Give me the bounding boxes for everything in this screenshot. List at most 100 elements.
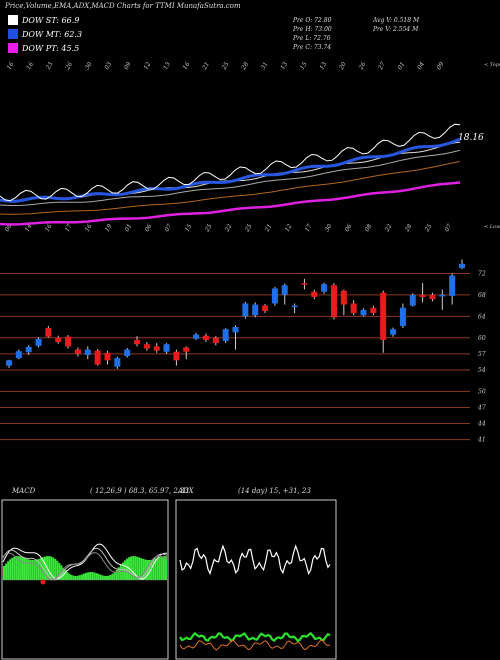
macd-histogram-bar (54, 558, 57, 580)
macd-panel (1, 499, 169, 660)
legend-label-st: DOW ST: 66.9 (22, 15, 80, 25)
macd-histogram-bar (58, 562, 61, 580)
legend-label-pt: DOW PT: 45.5 (22, 43, 80, 53)
macd-histogram-bar (31, 559, 34, 580)
bottom-date-label: 19 (104, 223, 114, 233)
macd-signal-line (2, 547, 168, 581)
macd-histogram-bar (158, 556, 161, 580)
macd-histogram-bar (113, 571, 116, 580)
macd-histogram-bar (111, 573, 114, 580)
macd-histogram-bar (74, 575, 77, 580)
macd-histogram-bar (80, 574, 83, 580)
macd-histogram-bar (25, 558, 28, 580)
bottom-date-label: 06 (144, 223, 154, 233)
adx-frame (175, 499, 337, 660)
candle-body (153, 346, 160, 351)
bottom-date-label: 08 (4, 223, 14, 233)
ema-gray-line (0, 149, 461, 206)
bottom-date-label: 07 (444, 223, 454, 233)
price-panel: 72 68 64 60 57 54 50 47 44 41 (0, 259, 486, 444)
macd-histogram-bar (105, 575, 108, 580)
macd-histogram-bar (27, 559, 30, 580)
macd-histogram-bar (101, 575, 104, 580)
adx-params: (14 day) 15, +31, 23 (238, 487, 311, 495)
macd-histogram-bar (48, 556, 51, 580)
macd-histogram-bar (64, 570, 67, 580)
ema-panel: 16 16 23 26 30 03 09 12 13 16 21 25 28 31 13 15 13 20 26 27… (0, 61, 500, 234)
top-date-label: 28 (240, 61, 250, 72)
candle-body (459, 263, 465, 269)
candle-body (104, 352, 111, 361)
candle-body (390, 329, 397, 335)
legend-swatch-st (8, 15, 18, 25)
top-date-label: 23 (44, 61, 54, 72)
macd-histogram-bar (66, 572, 69, 580)
macd-histogram-bar (132, 556, 135, 580)
candle-body (94, 350, 101, 365)
candle-body (330, 285, 337, 318)
adx-panel (175, 499, 337, 660)
bottom-date-label: 16 (44, 223, 54, 233)
adx-plus-di-line (179, 631, 331, 643)
macd-histogram-bar (87, 572, 90, 580)
tops-label: < Tops (484, 62, 500, 68)
macd-histogram-bar (150, 559, 153, 580)
candle-body (262, 305, 269, 311)
top-date-label: 13 (162, 61, 172, 71)
bottom-date-label: 25 (243, 223, 253, 234)
candle-body (232, 327, 239, 333)
price-tick-label: 47 (477, 404, 486, 411)
candle-body (399, 307, 406, 326)
macd-histogram-bar (33, 559, 36, 580)
macd-histogram-bar (68, 573, 71, 580)
bottom-date-label: 16 (84, 223, 94, 233)
macd-histogram-bar (21, 557, 24, 580)
candle-body (183, 347, 190, 352)
top-date-label: 13 (318, 61, 328, 71)
macd-histogram-bar (136, 556, 139, 580)
top-date-label: 16 (6, 61, 16, 71)
candle-body (340, 290, 347, 305)
price-tick-label: 60 (478, 335, 486, 342)
legend-label-mt: DOW MT: 62.3 (22, 29, 83, 39)
macd-histogram-bar (126, 558, 128, 580)
candle-body (114, 358, 121, 367)
candle-body (84, 349, 91, 355)
bottom-date-label: 17 (64, 223, 74, 233)
price-line (0, 123, 461, 202)
macd-histogram-bar (134, 556, 137, 580)
macd-histogram-bar (3, 566, 5, 580)
candle-body (409, 294, 416, 306)
stat-open: Pre O: 72.80 (293, 17, 332, 24)
macd-histogram-bar (7, 561, 10, 580)
legend-dow-st: DOW ST: 66.9 (8, 15, 79, 25)
candle-body (370, 307, 377, 314)
macd-histogram-bar (72, 575, 75, 580)
top-date-label: 26 (357, 61, 367, 72)
top-date-label: 04 (416, 61, 426, 71)
bottom-date-label: 28 (403, 223, 413, 234)
macd-histogram-bar (107, 575, 110, 580)
ema-brown-line (0, 161, 461, 215)
candle-body (163, 344, 170, 352)
top-date-label: 12 (142, 61, 152, 71)
candle-body (271, 288, 278, 304)
macd-histogram-bar (78, 575, 81, 580)
bottom-date-label: 07 (164, 223, 174, 233)
chart-title: Price,Volume,EMA,ADX,MACD Charts for TTM… (5, 2, 241, 10)
candle-body (242, 303, 249, 317)
bottom-date-label: 30 (324, 223, 334, 233)
macd-histogram-bar (164, 556, 167, 580)
stat-low: Pre L: 72.76 (293, 35, 331, 42)
price-tick-label: 64 (478, 313, 486, 320)
candle-body (429, 294, 436, 300)
macd-histogram-bar (85, 572, 87, 580)
ema-value-label: 18.16 (458, 133, 484, 143)
legend-swatch-mt (8, 29, 18, 39)
candle-body (360, 309, 367, 316)
macd-histogram-bar (130, 556, 133, 580)
ema-short-line (0, 137, 461, 203)
bottom-date-label: 12 (284, 223, 294, 233)
macd-title: MACD (12, 487, 36, 495)
